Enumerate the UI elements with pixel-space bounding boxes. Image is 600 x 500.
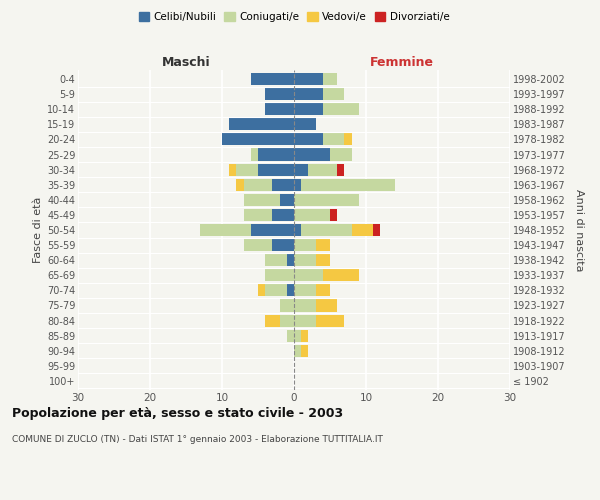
Bar xyxy=(316,254,330,266)
Bar xyxy=(287,284,294,296)
Text: Femmine: Femmine xyxy=(370,56,434,69)
Bar xyxy=(323,88,344,100)
Bar xyxy=(316,284,330,296)
Bar xyxy=(316,300,337,312)
Bar xyxy=(251,148,258,160)
Bar xyxy=(330,148,352,160)
Bar xyxy=(294,209,330,221)
Bar xyxy=(323,73,337,85)
Bar xyxy=(272,178,294,191)
Bar xyxy=(294,194,359,206)
Bar xyxy=(373,224,380,236)
Bar xyxy=(258,148,294,160)
Bar xyxy=(258,284,265,296)
Bar xyxy=(265,103,294,116)
Bar xyxy=(244,209,272,221)
Bar xyxy=(294,178,301,191)
Bar xyxy=(280,300,294,312)
Bar xyxy=(265,269,294,281)
Bar xyxy=(294,239,316,251)
Bar xyxy=(265,88,294,100)
Text: Popolazione per età, sesso e stato civile - 2003: Popolazione per età, sesso e stato civil… xyxy=(12,408,343,420)
Bar xyxy=(352,224,373,236)
Bar xyxy=(200,224,251,236)
Text: Maschi: Maschi xyxy=(161,56,211,69)
Bar xyxy=(287,330,294,342)
Bar xyxy=(294,164,308,175)
Bar xyxy=(222,134,294,145)
Bar xyxy=(272,209,294,221)
Bar xyxy=(301,224,352,236)
Bar xyxy=(287,254,294,266)
Legend: Celibi/Nubili, Coniugati/e, Vedovi/e, Divorziati/e: Celibi/Nubili, Coniugati/e, Vedovi/e, Di… xyxy=(137,10,451,24)
Bar xyxy=(236,178,244,191)
Bar xyxy=(294,148,330,160)
Bar xyxy=(294,134,323,145)
Bar xyxy=(265,254,287,266)
Bar xyxy=(294,300,316,312)
Bar xyxy=(323,134,344,145)
Bar xyxy=(251,73,294,85)
Bar xyxy=(294,103,323,116)
Bar xyxy=(272,239,294,251)
Bar xyxy=(280,314,294,326)
Bar xyxy=(316,239,330,251)
Bar xyxy=(294,224,301,236)
Bar xyxy=(330,209,337,221)
Bar xyxy=(229,118,294,130)
Bar xyxy=(294,284,316,296)
Bar xyxy=(294,330,301,342)
Bar xyxy=(244,194,280,206)
Bar xyxy=(323,269,359,281)
Bar xyxy=(316,314,344,326)
Bar xyxy=(265,284,287,296)
Bar xyxy=(323,103,359,116)
Y-axis label: Fasce di età: Fasce di età xyxy=(32,197,43,263)
Bar xyxy=(294,269,323,281)
Bar xyxy=(344,134,352,145)
Bar xyxy=(294,314,316,326)
Bar xyxy=(229,164,236,175)
Bar xyxy=(265,314,280,326)
Bar xyxy=(301,178,395,191)
Bar xyxy=(301,344,308,357)
Bar xyxy=(294,73,323,85)
Bar xyxy=(294,88,323,100)
Bar xyxy=(244,178,272,191)
Bar xyxy=(337,164,344,175)
Bar xyxy=(294,344,301,357)
Bar xyxy=(251,224,294,236)
Text: COMUNE DI ZUCLO (TN) - Dati ISTAT 1° gennaio 2003 - Elaborazione TUTTITALIA.IT: COMUNE DI ZUCLO (TN) - Dati ISTAT 1° gen… xyxy=(12,435,383,444)
Bar xyxy=(308,164,337,175)
Bar xyxy=(244,239,272,251)
Bar xyxy=(301,330,308,342)
Bar xyxy=(294,254,316,266)
Bar xyxy=(258,164,294,175)
Bar xyxy=(236,164,258,175)
Bar xyxy=(294,118,316,130)
Y-axis label: Anni di nascita: Anni di nascita xyxy=(574,188,584,271)
Bar xyxy=(280,194,294,206)
